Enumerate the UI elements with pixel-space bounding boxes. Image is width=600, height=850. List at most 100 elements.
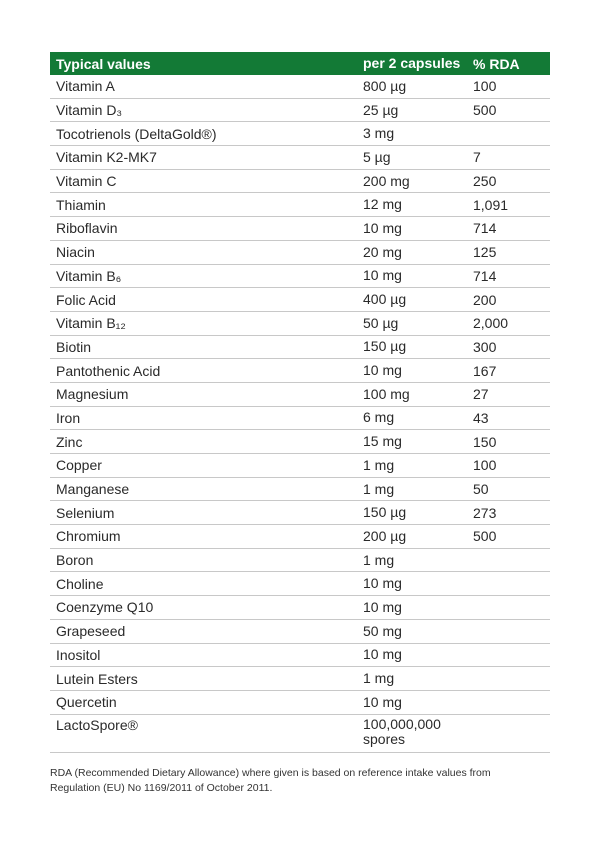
nutrient-name: Lutein Esters: [56, 670, 138, 687]
table-header: Typical values per 2 capsules % RDA: [50, 52, 550, 75]
rda-percent: 2,000: [473, 315, 509, 332]
nutrient-name: Folic Acid: [56, 291, 116, 308]
table-row: Chromium 200 µg 500: [50, 525, 550, 549]
nutrient-name: Boron: [56, 552, 94, 569]
nutrient-name: Tocotrienols (DeltaGold®): [56, 125, 217, 142]
amount: 200 µg: [363, 527, 407, 544]
nutrient-name: Riboflavin: [56, 220, 118, 237]
rda-percent: 200: [473, 291, 497, 308]
nutrient-name: LactoSpore®: [56, 716, 138, 733]
nutrient-name: Vitamin C: [56, 173, 117, 190]
rda-percent: 7: [473, 149, 481, 166]
rda-percent: 100: [473, 78, 497, 95]
rda-percent: 100: [473, 457, 497, 474]
amount: 1 mg: [363, 480, 395, 497]
header-typical-values: Typical values: [56, 55, 151, 72]
amount: 1 mg: [363, 456, 395, 473]
rda-percent: 167: [473, 362, 497, 379]
rda-percent: 1,091: [473, 196, 509, 213]
nutrient-name: Manganese: [56, 481, 130, 498]
rda-percent: 27: [473, 386, 489, 403]
nutrient-name: Quercetin: [56, 694, 117, 711]
table-row: LactoSpore® 100,000,000 spores: [50, 715, 550, 753]
footnote: RDA (Recommended Dietary Allowance) wher…: [50, 767, 491, 794]
table-row: Biotin 150 µg 300: [50, 336, 550, 360]
header-rda: % RDA: [473, 55, 520, 72]
nutrient-name: Biotin: [56, 338, 92, 355]
nutrient-name: Iron: [56, 409, 81, 426]
table-row: Selenium 150 µg 273: [50, 501, 550, 526]
rda-percent: 50: [473, 481, 489, 498]
nutrient-name: Niacin: [56, 244, 95, 261]
amount: 10 mg: [363, 693, 402, 710]
rda-percent: 714: [473, 220, 497, 237]
amount: 1 mg: [363, 670, 395, 687]
nutrient-name: Chromium: [56, 528, 121, 545]
rda-percent: 125: [473, 244, 497, 261]
nutrient-name: Thiamin: [56, 196, 106, 213]
table-row: Vitamin D₃ 25 µg 500: [50, 99, 550, 123]
table-row: Magnesium 100 mg 27: [50, 383, 550, 407]
table-row: Vitamin B₁₂ 50 µg 2,000: [50, 312, 550, 336]
amount: 200 mg: [363, 172, 410, 189]
table-row: Quercetin 10 mg: [50, 691, 550, 715]
amount: 10 mg: [363, 598, 402, 615]
table-row: Folic Acid 400 µg 200: [50, 288, 550, 312]
nutrient-name: Inositol: [56, 646, 101, 663]
table-row: Coenzyme Q10 10 mg: [50, 596, 550, 620]
amount: 6 mg: [363, 409, 395, 426]
amount: 50 µg: [363, 314, 399, 331]
table-row: Manganese 1 mg 50: [50, 478, 550, 502]
nutrient-name: Magnesium: [56, 386, 129, 403]
table-row: Lutein Esters 1 mg: [50, 667, 550, 691]
table-row: Niacin 20 mg 125: [50, 241, 550, 265]
nutrient-name: Coenzyme Q10: [56, 599, 154, 616]
amount: 15 mg: [363, 433, 402, 450]
table-row: Vitamin K2-MK7 5 µg 7: [50, 146, 550, 170]
table-row: Thiamin 12 mg 1,091: [50, 193, 550, 218]
table-row: Pantothenic Acid 10 mg 167: [50, 359, 550, 383]
table-row: Iron 6 mg 43: [50, 407, 550, 431]
table-row: Riboflavin 10 mg 714: [50, 217, 550, 241]
amount: 25 µg: [363, 101, 399, 118]
nutrient-name: Pantothenic Acid: [56, 362, 161, 379]
rda-percent: 300: [473, 338, 497, 355]
amount: 800 µg: [363, 77, 407, 94]
nutrient-name: Zinc: [56, 433, 83, 450]
nutrient-name: Vitamin A: [56, 78, 115, 95]
table-row: Inositol 10 mg: [50, 644, 550, 668]
rda-percent: 500: [473, 102, 497, 119]
amount: 10 mg: [363, 362, 402, 379]
amount: 150 µg: [363, 504, 407, 521]
table-row: Vitamin C 200 mg 250: [50, 170, 550, 194]
nutrition-table: Typical values per 2 capsules % RDA Vita…: [50, 52, 550, 753]
nutrient-name: Vitamin D₃: [56, 102, 123, 119]
amount: 12 mg: [363, 196, 402, 213]
amount: 150 µg: [363, 338, 407, 355]
amount: 1 mg: [363, 551, 395, 568]
rda-percent: 273: [473, 504, 497, 521]
rda-percent: 714: [473, 267, 497, 284]
amount: 10 mg: [363, 267, 402, 284]
rda-percent: 500: [473, 528, 497, 545]
nutrient-name: Vitamin B₁₂: [56, 315, 126, 332]
header-per-2-capsules: per 2 capsules: [363, 55, 461, 71]
table-row: Grapeseed 50 mg: [50, 620, 550, 644]
amount: 100,000,000 spores: [363, 715, 441, 747]
nutrient-name: Grapeseed: [56, 623, 126, 640]
amount: 400 µg: [363, 291, 407, 308]
nutrient-name: Selenium: [56, 504, 115, 521]
table-row: Boron 1 mg: [50, 549, 550, 573]
amount: 20 mg: [363, 243, 402, 260]
table-row: Vitamin B₆ 10 mg 714: [50, 265, 550, 289]
amount: 5 µg: [363, 148, 391, 165]
table-row: Copper 1 mg 100: [50, 454, 550, 478]
table-row: Choline 10 mg: [50, 572, 550, 597]
amount: 50 mg: [363, 622, 402, 639]
amount: 10 mg: [363, 646, 402, 663]
nutrient-name: Vitamin K2-MK7: [56, 149, 157, 166]
amount: 100 mg: [363, 385, 410, 402]
nutrient-name: Vitamin B₆: [56, 267, 122, 284]
amount: 10 mg: [363, 219, 402, 236]
amount: 10 mg: [363, 575, 402, 592]
